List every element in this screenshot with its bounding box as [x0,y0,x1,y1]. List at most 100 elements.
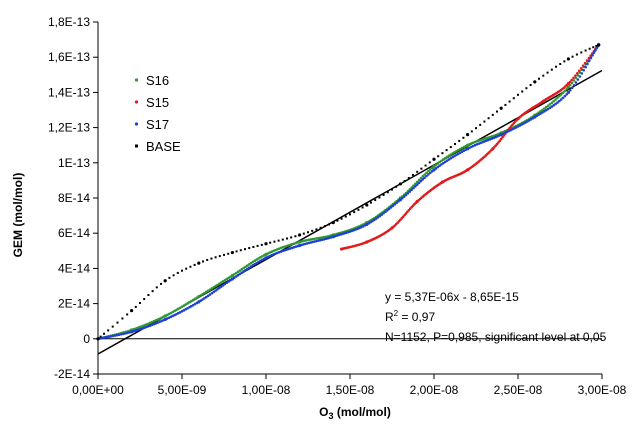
series-dot [247,263,251,266]
series-dot [558,94,561,98]
series-dot [546,104,550,108]
series-dot [105,335,109,339]
series-dot [189,265,192,268]
series-dot [454,143,456,146]
series-dot [533,80,536,83]
series-dot [572,76,575,80]
series-dot [558,99,561,103]
series-dot [234,275,238,278]
series-dot [246,264,249,267]
series-dot [214,256,217,259]
series-dot [210,291,214,295]
series-dot [197,300,201,304]
series-dot [160,282,162,285]
series-dot [556,101,559,104]
series-dot [577,69,581,73]
series-dot [232,272,236,276]
series-dot [585,59,589,62]
series-dot [193,297,197,301]
series-dot [544,105,548,109]
series-dot [122,332,125,336]
series-dot [487,117,490,120]
series-dot [124,332,127,335]
series-dot [584,65,587,69]
series-dot [479,123,482,126]
series-dot [238,269,242,272]
series-dot [568,80,572,84]
series-dot [570,78,574,82]
series-dot [565,93,568,96]
series-dot [414,185,417,188]
series-dot [437,155,440,158]
series-dot [231,277,234,281]
x-tick-label: 1,50E-08 [326,383,375,397]
series-dot [538,77,541,80]
series-dot [419,176,423,180]
series-dot [580,51,583,54]
series-dot [210,287,214,290]
series-dot [219,285,223,288]
series-dot [117,333,121,337]
series-dot [570,86,574,90]
series-dot [550,68,553,71]
r2-value: = 0,97 [398,310,435,324]
series-dot [218,282,221,286]
series-dot [535,114,538,118]
series-dot [559,93,563,96]
series-dot [539,110,542,113]
series-dot [504,103,507,106]
series-dot [427,169,430,173]
series-dot [244,265,247,269]
series-dot [421,178,425,181]
series-dot [109,335,112,338]
series-dot [294,235,297,238]
series-dot [428,168,432,171]
series-dot [533,115,537,119]
series-s17 [96,43,601,341]
series-dot [134,305,137,308]
series-dot [361,206,364,209]
series-dot [251,260,255,264]
series-dot [370,201,372,204]
series-dot [367,222,370,225]
series-dot [415,183,419,186]
series-dot [365,204,368,207]
series-dot [445,149,448,152]
legend-label: S17 [146,117,169,132]
series-dot [565,87,568,91]
series-dot [442,158,445,161]
series-dot [445,159,449,162]
series-dot [386,208,389,212]
series-dot [442,161,445,165]
series-dot [466,133,469,136]
series-dot [208,288,212,291]
series-dot [155,286,158,289]
series-dot [546,71,549,74]
series-dot [440,163,443,166]
series-dot [447,154,451,158]
legend-label: S16 [146,73,169,88]
series-dot [434,167,438,170]
series-dot [199,294,202,297]
series-dot [249,265,253,268]
series-dot [586,62,589,66]
series-dot [581,64,585,68]
series-dot [417,181,421,185]
series-dot [539,112,542,115]
series-dot [499,137,503,141]
series-dot [423,173,426,176]
x-axis-title-main: O [319,405,328,419]
series-dot [592,46,595,49]
series-dot [246,267,249,271]
series-dot [236,273,240,277]
series-dot [568,88,572,92]
series-dot [235,250,238,253]
series-dot [202,260,204,263]
y-tick-label: 1,4E-13 [48,85,90,99]
series-dot [500,107,503,110]
series-dot [574,74,577,77]
series-dot [164,279,167,282]
series-dot [440,159,443,163]
series-dot [434,163,438,167]
x-axis-title-sub: 3 [329,411,334,421]
